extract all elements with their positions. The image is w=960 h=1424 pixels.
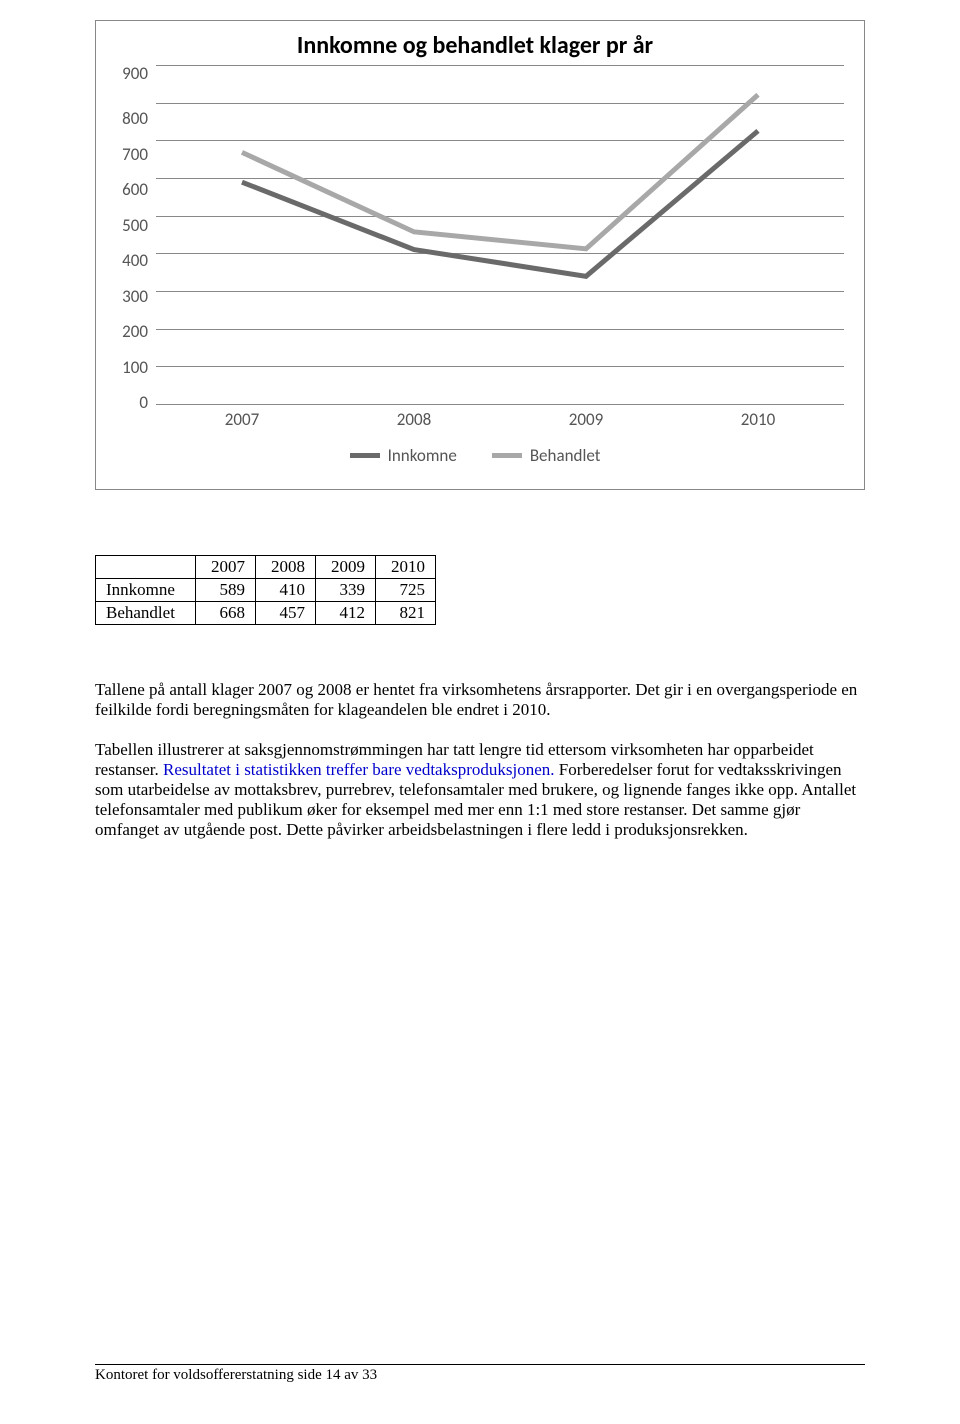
- table-cell: 2009: [316, 556, 376, 579]
- y-tick: 100: [122, 357, 148, 378]
- x-tick: 2009: [500, 409, 672, 430]
- y-tick: 600: [122, 179, 148, 200]
- table-cell: 725: [376, 579, 436, 602]
- table-row: Innkomne 589 410 339 725: [96, 579, 436, 602]
- table-cell: 821: [376, 602, 436, 625]
- chart-body: 900 800 700 600 500 400 300 200 100 0: [106, 65, 844, 405]
- table-cell: 2008: [256, 556, 316, 579]
- table-cell: 589: [196, 579, 256, 602]
- y-tick: 900: [122, 63, 148, 84]
- x-tick: 2008: [328, 409, 500, 430]
- y-axis: 900 800 700 600 500 400 300 200 100 0: [106, 65, 156, 405]
- table-cell: 339: [316, 579, 376, 602]
- y-tick: 500: [122, 215, 148, 236]
- legend-swatch-icon: [350, 453, 380, 458]
- plot-area: [156, 65, 844, 405]
- y-tick: 400: [122, 250, 148, 271]
- table-cell: 668: [196, 602, 256, 625]
- emphasized-text: Resultatet i statistikken treffer bare v…: [163, 760, 555, 779]
- y-tick: 200: [122, 321, 148, 342]
- table-cell: Behandlet: [96, 602, 196, 625]
- chart-title: Innkomne og behandlet klager pr år: [106, 31, 844, 60]
- legend: Innkomne Behandlet: [106, 445, 844, 466]
- legend-label: Innkomne: [388, 445, 457, 466]
- table-cell: 2007: [196, 556, 256, 579]
- y-tick: 800: [122, 108, 148, 129]
- legend-label: Behandlet: [530, 445, 601, 466]
- x-axis: 2007 2008 2009 2010: [156, 405, 844, 433]
- y-tick: 300: [122, 286, 148, 307]
- table-cell: 457: [256, 602, 316, 625]
- table-cell: 412: [316, 602, 376, 625]
- table-cell: [96, 556, 196, 579]
- data-table: 2007 2008 2009 2010 Innkomne 589 410 339…: [95, 555, 436, 625]
- table-header-row: 2007 2008 2009 2010: [96, 556, 436, 579]
- chart-container: Innkomne og behandlet klager pr år 900 8…: [95, 20, 865, 490]
- table-row: Behandlet 668 457 412 821: [96, 602, 436, 625]
- legend-swatch-icon: [492, 453, 522, 458]
- table-cell: 2010: [376, 556, 436, 579]
- page-footer: Kontoret for voldsoffererstatning side 1…: [95, 1364, 865, 1384]
- table-cell: Innkomne: [96, 579, 196, 602]
- y-tick: 0: [139, 392, 148, 413]
- table-cell: 410: [256, 579, 316, 602]
- y-tick: 700: [122, 144, 148, 165]
- x-tick: 2010: [672, 409, 844, 430]
- paragraph: Tallene på antall klager 2007 og 2008 er…: [95, 680, 865, 720]
- x-tick: 2007: [156, 409, 328, 430]
- legend-item-behandlet: Behandlet: [492, 445, 601, 466]
- chart-lines: [156, 65, 844, 404]
- legend-item-innkomne: Innkomne: [350, 445, 457, 466]
- paragraph: Tabellen illustrerer at saksgjennomstrøm…: [95, 740, 865, 840]
- body-text: Tallene på antall klager 2007 og 2008 er…: [95, 680, 865, 840]
